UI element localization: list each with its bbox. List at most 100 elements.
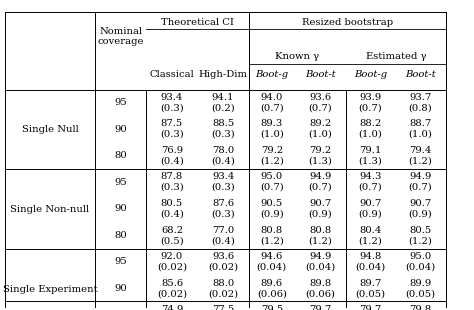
Text: 90.7: 90.7 (359, 199, 382, 208)
Text: (0.4): (0.4) (211, 236, 235, 245)
Text: 79.1: 79.1 (359, 146, 382, 155)
Text: 90.7: 90.7 (310, 199, 332, 208)
Text: (0.05): (0.05) (356, 289, 386, 298)
Text: (1.2): (1.2) (359, 236, 383, 245)
Text: 94.8: 94.8 (359, 252, 382, 261)
Text: (0.3): (0.3) (160, 130, 184, 139)
Text: 95: 95 (115, 98, 127, 107)
Text: (0.8): (0.8) (409, 103, 432, 112)
Text: (0.04): (0.04) (405, 263, 436, 272)
Text: (0.4): (0.4) (211, 157, 235, 166)
Text: (0.9): (0.9) (409, 210, 432, 219)
Text: 95.0: 95.0 (261, 172, 283, 181)
Text: Classical: Classical (150, 70, 194, 79)
Text: (0.04): (0.04) (305, 263, 336, 272)
Text: 93.4: 93.4 (212, 172, 234, 181)
Text: Boot-t: Boot-t (305, 70, 336, 79)
Text: 94.9: 94.9 (409, 172, 432, 181)
Text: (0.04): (0.04) (356, 263, 386, 272)
Text: 80.8: 80.8 (310, 226, 332, 235)
Text: 89.2: 89.2 (310, 119, 332, 128)
Text: Resized bootstrap: Resized bootstrap (302, 18, 393, 27)
Text: 94.9: 94.9 (310, 252, 332, 261)
Text: 79.2: 79.2 (310, 146, 332, 155)
Text: (0.02): (0.02) (208, 289, 238, 298)
Text: 93.6: 93.6 (310, 93, 332, 102)
Text: 87.6: 87.6 (212, 199, 234, 208)
Text: (0.3): (0.3) (160, 183, 184, 192)
Text: (0.02): (0.02) (157, 289, 187, 298)
Text: 93.7: 93.7 (410, 93, 432, 102)
Text: Nominal: Nominal (100, 27, 142, 36)
Text: 79.8: 79.8 (410, 305, 432, 310)
Text: (1.2): (1.2) (260, 236, 284, 245)
Text: 90: 90 (115, 284, 127, 293)
Text: Boot-g: Boot-g (354, 70, 387, 79)
Text: 89.3: 89.3 (261, 119, 283, 128)
Text: (0.4): (0.4) (160, 157, 184, 166)
Text: 94.9: 94.9 (310, 172, 332, 181)
Text: Boot-t: Boot-t (405, 70, 436, 79)
Text: (0.9): (0.9) (359, 210, 383, 219)
Text: (0.9): (0.9) (309, 210, 332, 219)
Text: (0.05): (0.05) (405, 289, 436, 298)
Text: 94.0: 94.0 (261, 93, 283, 102)
Text: 89.8: 89.8 (310, 279, 332, 288)
Text: (0.5): (0.5) (160, 236, 184, 245)
Text: 88.0: 88.0 (212, 279, 234, 288)
Text: (1.0): (1.0) (409, 130, 432, 139)
Text: Theoretical CI: Theoretical CI (161, 18, 234, 27)
Text: 90.5: 90.5 (261, 199, 283, 208)
Text: 89.6: 89.6 (261, 279, 283, 288)
Text: 90: 90 (115, 125, 127, 134)
Text: 74.9: 74.9 (161, 305, 183, 310)
Text: (0.7): (0.7) (309, 183, 332, 192)
Text: 80: 80 (115, 151, 127, 160)
Text: (0.04): (0.04) (257, 263, 287, 272)
Text: 77.5: 77.5 (212, 305, 234, 310)
Text: 79.2: 79.2 (261, 146, 283, 155)
Text: (1.0): (1.0) (309, 130, 333, 139)
Text: 80.4: 80.4 (359, 226, 382, 235)
Text: 89.9: 89.9 (410, 279, 432, 288)
Text: Estimated γ: Estimated γ (366, 52, 426, 61)
Text: 92.0: 92.0 (161, 252, 183, 261)
Text: (1.2): (1.2) (409, 157, 432, 166)
Text: Known γ: Known γ (275, 52, 319, 61)
Text: Single Experiment: Single Experiment (3, 285, 97, 294)
Text: 94.6: 94.6 (261, 252, 283, 261)
Text: 80.8: 80.8 (261, 226, 283, 235)
Text: 76.9: 76.9 (161, 146, 183, 155)
Text: (1.2): (1.2) (409, 236, 432, 245)
Text: (0.7): (0.7) (359, 103, 383, 112)
Text: 79.5: 79.5 (261, 305, 283, 310)
Text: (1.3): (1.3) (309, 157, 333, 166)
Text: 93.6: 93.6 (212, 252, 234, 261)
Text: (1.2): (1.2) (260, 157, 284, 166)
Text: (0.7): (0.7) (359, 183, 383, 192)
Text: (1.0): (1.0) (359, 130, 383, 139)
Text: Single Non-null: Single Non-null (10, 205, 90, 214)
Text: 68.2: 68.2 (161, 226, 183, 235)
Text: 88.2: 88.2 (359, 119, 382, 128)
Text: High-Dim: High-Dim (199, 70, 247, 79)
Text: (0.02): (0.02) (157, 263, 187, 272)
Text: 80.5: 80.5 (161, 199, 183, 208)
Text: 80.5: 80.5 (410, 226, 432, 235)
Text: (0.9): (0.9) (260, 210, 284, 219)
Text: 90.7: 90.7 (410, 199, 432, 208)
Text: 85.6: 85.6 (161, 279, 183, 288)
Text: 94.3: 94.3 (359, 172, 382, 181)
Text: 94.1: 94.1 (212, 93, 234, 102)
Text: 79.7: 79.7 (310, 305, 332, 310)
Text: 88.5: 88.5 (212, 119, 234, 128)
Text: (0.7): (0.7) (260, 103, 284, 112)
Text: 95: 95 (115, 178, 127, 187)
Text: (0.3): (0.3) (211, 210, 235, 219)
Text: 79.7: 79.7 (359, 305, 382, 310)
Text: 95: 95 (115, 257, 127, 266)
Text: 95.0: 95.0 (410, 252, 432, 261)
Text: 78.0: 78.0 (212, 146, 234, 155)
Text: 87.5: 87.5 (161, 119, 183, 128)
Text: (1.2): (1.2) (309, 236, 333, 245)
